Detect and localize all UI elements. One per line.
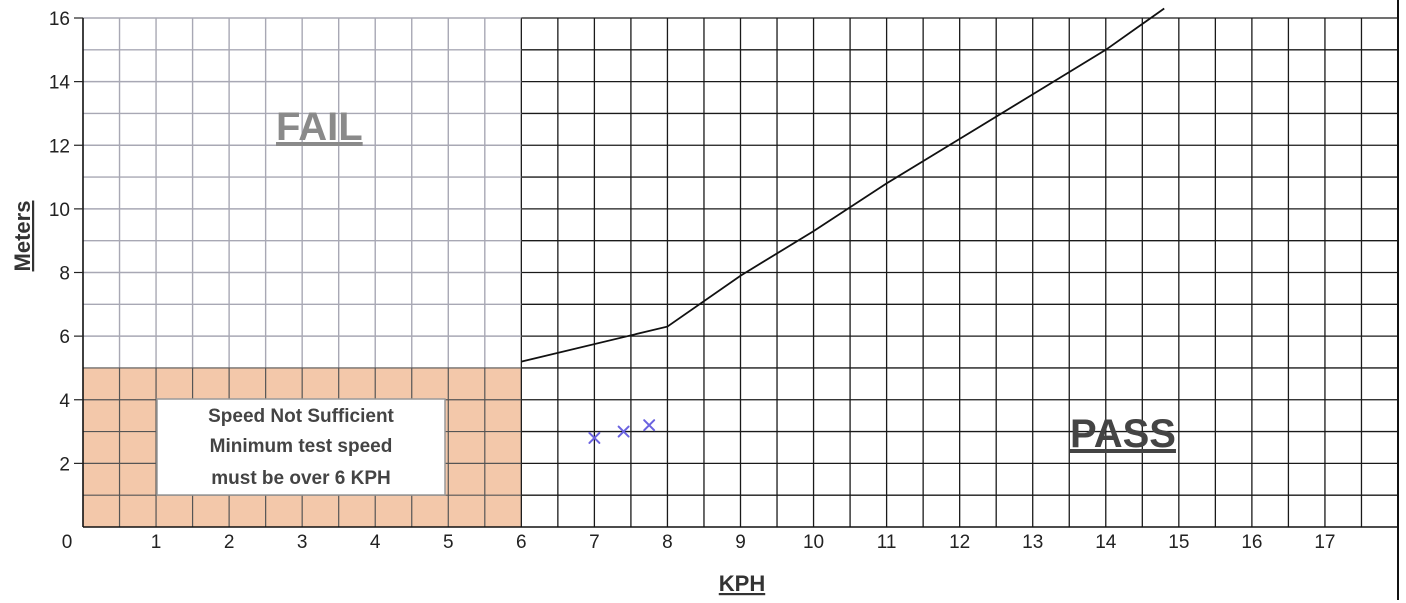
y-tick-label: 8 [59,264,70,285]
x-tick-label: 17 [1314,532,1335,553]
x-tick-labels: 0 1 2 3 4 5 6 7 8 9 10 11 12 13 14 15 16 17 [62,532,1336,553]
speed-note-line-3: must be over 6 KPH [211,468,391,489]
test-marker [588,431,601,444]
y-tick-label: 14 [49,73,71,94]
x-tick-label: 2 [224,532,235,553]
pass-threshold-line [521,7,1165,363]
pass-zone-label: PASS [1070,412,1176,456]
test-marker [617,425,630,438]
y-axis-title: Meters [10,201,35,272]
x-tick-label: 5 [443,532,454,553]
speed-note-line-2: Minimum test speed [210,436,393,457]
x-tick-label: 6 [516,532,527,553]
y-tick-label: 4 [59,391,70,412]
x-tick-label: 15 [1168,532,1189,553]
x-tick-label: 0 [62,532,73,553]
y-tick-label: 2 [59,454,70,475]
x-tick-label: 7 [589,532,600,553]
x-axis-title: KPH [719,571,765,596]
x-tick-label: 11 [877,532,897,553]
y-tick-label: 16 [49,9,70,30]
x-tick-label: 14 [1095,532,1117,553]
speed-note-line-1: Speed Not Sufficient [208,406,394,427]
test-marker [643,419,656,432]
y-tick-label: 6 [59,327,70,348]
test-markers [588,419,656,444]
fail-zone-label: FAIL [276,105,363,149]
x-tick-label: 1 [151,532,162,553]
y-tick-label: 12 [49,136,70,157]
y-tick-label: 10 [49,200,70,221]
x-tick-label: 8 [662,532,673,553]
speed-note-box [156,398,446,496]
x-tick-label: 3 [297,532,308,553]
x-tick-label: 12 [949,532,970,553]
x-tick-label: 4 [370,532,381,553]
y-tick-labels: 2 4 6 8 10 12 14 16 [49,9,83,475]
x-tick-label: 9 [735,532,746,553]
x-tick-label: 13 [1022,532,1043,553]
x-tick-label: 10 [803,532,824,553]
x-tick-label: 16 [1241,532,1262,553]
